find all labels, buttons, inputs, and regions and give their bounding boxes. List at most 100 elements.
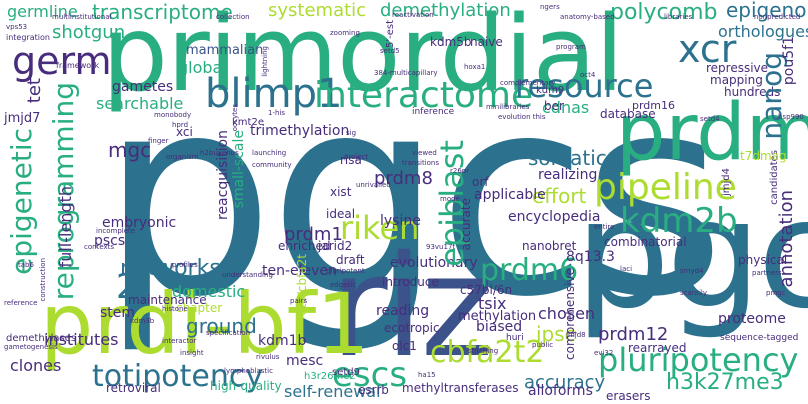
word-cbfa2t2: cbfa2t2: [430, 335, 545, 370]
word-encyclopedia: encyclopedia: [508, 209, 601, 225]
word-accurate-v: accurate: [459, 198, 473, 251]
word-systematic: systematic: [268, 0, 367, 21]
word-orthologues: orthologues: [718, 22, 808, 41]
word-draft: draft: [336, 253, 365, 267]
word-h3k27me3: h3k27me3: [666, 370, 784, 395]
word-rearrayed-h2: rearrayed: [628, 341, 687, 355]
word-chapter: chapter: [176, 301, 223, 315]
word-olc1: olc1: [392, 339, 417, 353]
word-rivulus: rivulus: [256, 353, 280, 361]
word-mode: mode: [440, 195, 460, 203]
word-riken: riken: [340, 209, 420, 247]
word-blimp1: blimp1: [205, 71, 343, 117]
word-biased: biased: [476, 319, 523, 335]
word-effort: effort: [532, 184, 587, 208]
word-prdm: prdm: [616, 88, 808, 178]
word-prdm12: prdm12: [598, 324, 669, 345]
word-launching: launching: [252, 149, 287, 157]
word-profiles: profiles: [172, 261, 198, 269]
word-methyltransferases: methyltransferases: [402, 381, 519, 395]
word-ecotropic: ecotropic: [384, 321, 440, 335]
word-erasers: erasers: [606, 389, 651, 403]
word-riz: riz: [330, 226, 494, 389]
word-tab6: tab6: [18, 261, 34, 269]
word-evolution-this: evolution this: [498, 113, 546, 121]
word-pluripotent: pluripotent: [326, 267, 365, 275]
word-physical: physical: [738, 253, 788, 267]
word-institutes: institutes: [44, 330, 119, 349]
word-kdm1b: kdm1b: [258, 333, 307, 349]
word-interactor: interactor: [162, 337, 197, 345]
word-viewed: viewed: [412, 149, 437, 157]
word-community: community: [252, 161, 292, 169]
word-project: project: [344, 153, 369, 161]
word-sig: sig: [346, 129, 357, 137]
word-prdm8: prdm8: [374, 168, 433, 189]
word-totipotency: totipotency: [92, 359, 264, 394]
word-pscs: pscs: [94, 233, 126, 249]
word-global: global: [178, 58, 227, 77]
word-specification: specification: [206, 329, 251, 337]
word-esrrb: esrrb: [358, 383, 389, 397]
word-8q13-3: 8q13.3: [566, 249, 615, 265]
word-5-est: 5'-est: [385, 20, 396, 49]
word-introduce: introduce: [382, 275, 439, 289]
word-minilibraries: minilibraries: [486, 103, 530, 111]
word-histone: histone: [162, 305, 188, 313]
word-prdm6: prdm6: [480, 253, 579, 288]
word-repressive: repressive: [706, 61, 769, 75]
word-germ: germ: [12, 39, 112, 83]
word-combinatorial-h: combinatorial: [604, 235, 687, 249]
word-hsp990: hsp990: [778, 113, 804, 121]
word-gametogenesis: gametogenesis: [4, 343, 58, 351]
word-jmjd8: jmjd8: [566, 331, 586, 339]
word-setd5: setd5: [380, 47, 400, 55]
word-complementary: complementary: [500, 79, 556, 87]
word-ten-eleven: ten-eleven: [262, 263, 337, 279]
word-integration: integration: [6, 33, 50, 42]
word-full-length: full-length: [56, 186, 75, 268]
word-h2buvenus: h2buvenus: [200, 149, 239, 157]
word-retroviral: retroviral: [106, 381, 161, 395]
word-scantily: scantily: [680, 289, 707, 297]
word-mapping: mapping: [710, 73, 763, 87]
word-ha15: ha15: [418, 371, 436, 379]
word-kmt2e: kmt2e: [232, 117, 264, 128]
word-2i-visible: 2i: [116, 267, 148, 307]
word-germline: germline: [7, 2, 78, 21]
word-understanding: understanding: [222, 271, 273, 279]
word-laci: laci: [620, 265, 633, 273]
word-finger: finger: [148, 137, 169, 145]
word-polycomb: polycomb: [610, 0, 718, 25]
word-vps53: vps53: [6, 23, 28, 31]
word-c57bl-6n: c57bl/6n: [460, 283, 513, 297]
word-huri: huri: [506, 333, 524, 343]
word-domestic: domestic: [172, 282, 246, 301]
word-reactivation: reactivation: [392, 11, 434, 19]
word-maintenance: maintenance: [128, 293, 207, 307]
word-inference: inference: [412, 107, 455, 117]
word-hundreds: hundreds: [724, 85, 781, 99]
word-jarid2: jarid2: [318, 239, 353, 253]
word-h3r26me2-h: h3r26me2: [304, 371, 356, 382]
word-oocytes: oocytes: [231, 104, 239, 132]
word-mammalian: mammalian: [186, 43, 264, 58]
word-pou5f1: pou5f1: [781, 36, 797, 86]
word-pluripotency: pluripotency: [598, 341, 799, 379]
word-unrivalled: unrivalled: [356, 181, 391, 189]
word-high-quality: high-quality: [210, 379, 282, 393]
word-anatomy-based: anatomy-based: [560, 13, 615, 21]
word-shotgun: shotgun: [52, 22, 126, 43]
word-jmjd4-v: jmjd4: [721, 168, 732, 197]
word-collection: collection: [216, 13, 250, 21]
word-methylation: methylation: [458, 309, 537, 324]
word-risa: risa: [340, 153, 362, 167]
word-evolutionary: evolutionary: [390, 255, 478, 271]
word-organism: organism: [166, 153, 199, 161]
word-epigenetic: epigenetic: [5, 128, 38, 275]
word-pipeline: pipeline: [594, 167, 737, 208]
word-escs: escs: [332, 355, 408, 395]
word-database: database: [600, 107, 656, 121]
word-resource: resource: [515, 67, 654, 105]
word-trimethylation: trimethylation: [250, 123, 350, 139]
